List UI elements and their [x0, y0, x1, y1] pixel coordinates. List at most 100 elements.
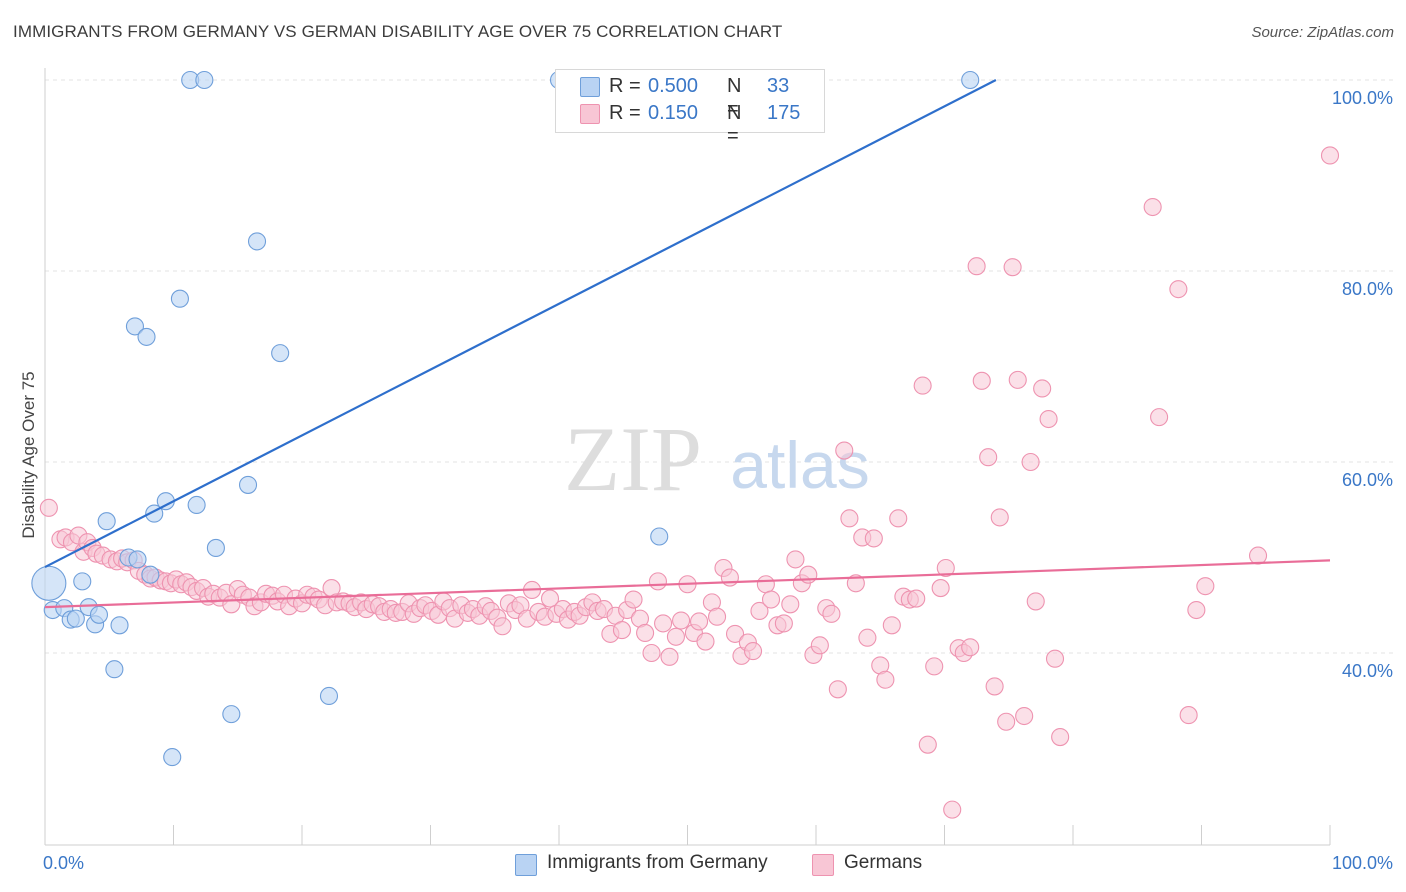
immigrants-point: [105, 660, 124, 679]
x-tick-label: 0.0%: [43, 853, 84, 873]
germans-point: [943, 800, 962, 819]
immigrants-point: [66, 609, 85, 628]
germans-point: [936, 558, 955, 578]
y-tick-label: 100.0%: [1332, 88, 1393, 108]
germans-point: [913, 376, 932, 395]
germans-point: [882, 616, 901, 635]
trend-lines: [44, 79, 1331, 609]
germans-point: [1150, 408, 1169, 427]
germans-point: [654, 614, 673, 633]
germans-point: [1248, 546, 1268, 565]
germans-point: [708, 607, 727, 626]
germans-point: [672, 611, 691, 630]
germans-point: [1320, 146, 1340, 165]
immigrants-point: [195, 70, 214, 90]
legend-label-germans: Germans: [844, 852, 923, 873]
germans-point: [1196, 577, 1215, 596]
germans-point: [889, 509, 908, 528]
germans-point: [876, 670, 895, 689]
germans-point: [985, 677, 1004, 696]
legend-r-label: R =: [609, 102, 641, 124]
germans-point: [690, 612, 709, 631]
germans-point: [1051, 727, 1070, 747]
germans-point: [1169, 280, 1188, 299]
immigrants-point: [31, 565, 67, 601]
germans-point: [750, 601, 769, 621]
immigrants-point: [97, 512, 116, 531]
stats-legend: R = 0.500 N = 33 R = 0.150 N = 175: [555, 69, 825, 147]
immigrants-point: [137, 327, 156, 346]
germans-point: [1143, 197, 1162, 217]
germans-point: [612, 621, 632, 640]
germans-point: [961, 638, 980, 657]
immigrants-point: [89, 605, 109, 624]
legend-r-label: R =: [609, 75, 641, 97]
y-tick-label: 60.0%: [1342, 470, 1393, 490]
legend-swatch-germans: [580, 104, 600, 124]
immigrants-trend-line: [44, 79, 997, 569]
source-label: Source: ZipAtlas.com: [1251, 24, 1394, 41]
germans-point: [846, 574, 865, 593]
watermark-zip: ZIP: [564, 408, 702, 510]
germans-point: [997, 712, 1016, 731]
germans-point: [858, 628, 877, 647]
germans-point: [642, 643, 661, 663]
germans-point: [761, 590, 781, 609]
immigrants-point: [319, 686, 339, 706]
germans-point: [624, 590, 643, 609]
immigrants-point: [125, 317, 144, 336]
germans-point: [540, 589, 560, 608]
legend-n-value: 33: [767, 75, 790, 97]
legend-n-label: N =: [727, 75, 742, 120]
germans-point: [648, 572, 667, 591]
germans-point: [1039, 409, 1058, 429]
germans-point: [1045, 649, 1065, 668]
germans-point: [967, 257, 986, 276]
germans-point: [1021, 452, 1040, 472]
germans-point: [835, 441, 854, 460]
germans-point: [990, 508, 1009, 527]
immigrants-point: [187, 495, 206, 515]
germans-point: [918, 735, 937, 754]
chart-title: IMMIGRANTS FROM GERMANY VS GERMAN DISABI…: [13, 22, 783, 41]
germans-point: [660, 647, 679, 666]
x-tick-label: 100.0%: [1332, 853, 1393, 873]
legend-n-value: 175: [767, 102, 801, 124]
legend-label-immigrants: Immigrants from Germany: [547, 852, 768, 873]
legend-r-value: 0.150: [648, 102, 699, 124]
germans-points: [39, 146, 1340, 819]
y-axis-label: Disability Age Over 75: [19, 371, 38, 538]
germans-point: [810, 636, 829, 655]
germans-point: [907, 589, 926, 608]
germans-point: [725, 624, 745, 643]
germans-point: [822, 604, 841, 623]
germans-point: [756, 575, 775, 594]
immigrants-points: [31, 70, 980, 767]
germans-point: [636, 623, 655, 642]
germans-point: [1179, 706, 1198, 725]
legend-swatch-immigrants: [580, 77, 600, 97]
germans-point: [774, 614, 793, 633]
germans-point: [931, 579, 950, 598]
immigrants-point: [247, 232, 267, 251]
legend-r-value: 0.500: [648, 75, 699, 97]
immigrants-point: [110, 616, 129, 635]
immigrants-point: [222, 705, 241, 724]
germans-point: [1008, 370, 1027, 389]
legend-n-label: N =: [727, 102, 742, 147]
immigrants-point: [128, 550, 147, 569]
germans-point: [493, 617, 512, 636]
y-tick-label: 80.0%: [1342, 279, 1393, 299]
germans-point: [1003, 258, 1022, 277]
legend-swatch-germans: [812, 854, 834, 876]
immigrants-point: [73, 572, 92, 591]
germans-point: [925, 657, 944, 676]
immigrants-point: [163, 748, 182, 767]
germans-point: [840, 509, 859, 528]
germans-point: [972, 371, 991, 390]
legend-swatch-immigrants: [515, 854, 537, 876]
y-tick-label: 40.0%: [1342, 661, 1393, 681]
germans-trend-line: [44, 559, 1331, 609]
germans-point: [979, 448, 998, 467]
